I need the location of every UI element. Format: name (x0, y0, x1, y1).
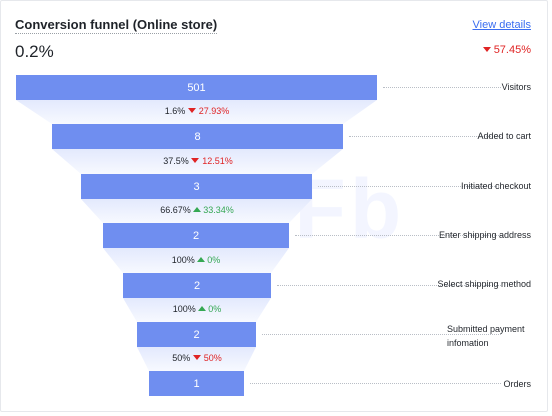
funnel-bar[interactable]: 3 (81, 174, 312, 199)
funnel-bar[interactable]: 501 (16, 75, 377, 100)
leader-line (349, 136, 501, 137)
stage-label: Enter shipping address (438, 230, 531, 240)
leader-line (383, 87, 501, 88)
trend-up-icon (197, 257, 206, 262)
stage-label: Submitted payment infomation (447, 324, 525, 348)
funnel-bar-value: 1 (193, 377, 200, 390)
funnel-bar-value: 2 (193, 328, 200, 341)
stage-label: Orders (503, 379, 531, 389)
conversion-change-value: 33.34% (203, 205, 234, 215)
funnel-connector (16, 100, 377, 124)
trend-down-icon (482, 47, 491, 52)
trend-down-icon (187, 108, 196, 113)
conversion-rate-value: 100% (172, 304, 199, 314)
conversion-rate: 37.5% 12.51% (98, 156, 298, 166)
leader-line (295, 235, 501, 236)
trend-up-icon (193, 207, 202, 212)
conversion-change-value: 0% (207, 255, 221, 265)
conversion-rate: 1.6% 27.93% (97, 106, 297, 116)
conversion-change-value: 50% (203, 353, 222, 363)
conversion-rate: 66.67% 33.34% (97, 205, 297, 215)
leader-line (318, 186, 501, 187)
funnel-bar-value: 2 (192, 229, 200, 242)
conversion-change-value: 12.51% (202, 156, 233, 166)
funnel-bar[interactable]: 2 (103, 223, 289, 248)
funnel-bar[interactable]: 2 (123, 273, 271, 298)
conversion-rate: 100% 0% (96, 255, 296, 265)
conversion-rate: 100% 0% (97, 304, 297, 314)
stage-label: Select shipping method (437, 279, 531, 289)
funnel-bar-value: 3 (193, 180, 200, 193)
stage-label: Added to cart (477, 131, 531, 141)
card-title: Conversion funnel (Online store) (15, 17, 218, 34)
overall-change: 57.45% (482, 44, 531, 56)
view-details-link[interactable]: View details (472, 19, 532, 31)
stage-label: Initiated checkout (460, 181, 531, 191)
funnel-bar[interactable]: 1 (149, 371, 244, 396)
funnel-connector (103, 248, 289, 273)
funnel-connector (123, 298, 271, 322)
funnel-bar-value: 2 (193, 279, 201, 292)
conversion-change-value: 27.93% (198, 106, 230, 116)
conversion-rate-value: 37.5% (163, 156, 192, 166)
funnel-bar-value: 8 (194, 130, 201, 143)
leader-line (277, 285, 501, 286)
trend-down-icon (191, 158, 200, 163)
conversion-change-value: 0% (208, 304, 222, 314)
conversion-rate-value: 1.6% (164, 106, 188, 116)
conversion-rate-value: 50% (172, 353, 193, 363)
funnel-bar-value: 501 (187, 81, 206, 94)
funnel-bar[interactable]: 8 (52, 124, 343, 149)
overall-conversion-rate: 0.2% (15, 42, 54, 61)
conversion-rate-value: 100% (171, 255, 198, 265)
leader-line (262, 334, 501, 335)
trend-down-icon (192, 355, 201, 360)
leader-line (250, 383, 501, 384)
funnel-bar[interactable]: 2 (137, 322, 256, 347)
overall-change-value: 57.45% (493, 44, 531, 56)
conversion-rate-value: 66.67% (160, 205, 194, 215)
trend-up-icon (198, 306, 207, 311)
stage-label: Visitors (501, 82, 531, 92)
conversion-rate: 50% 50% (97, 353, 297, 363)
